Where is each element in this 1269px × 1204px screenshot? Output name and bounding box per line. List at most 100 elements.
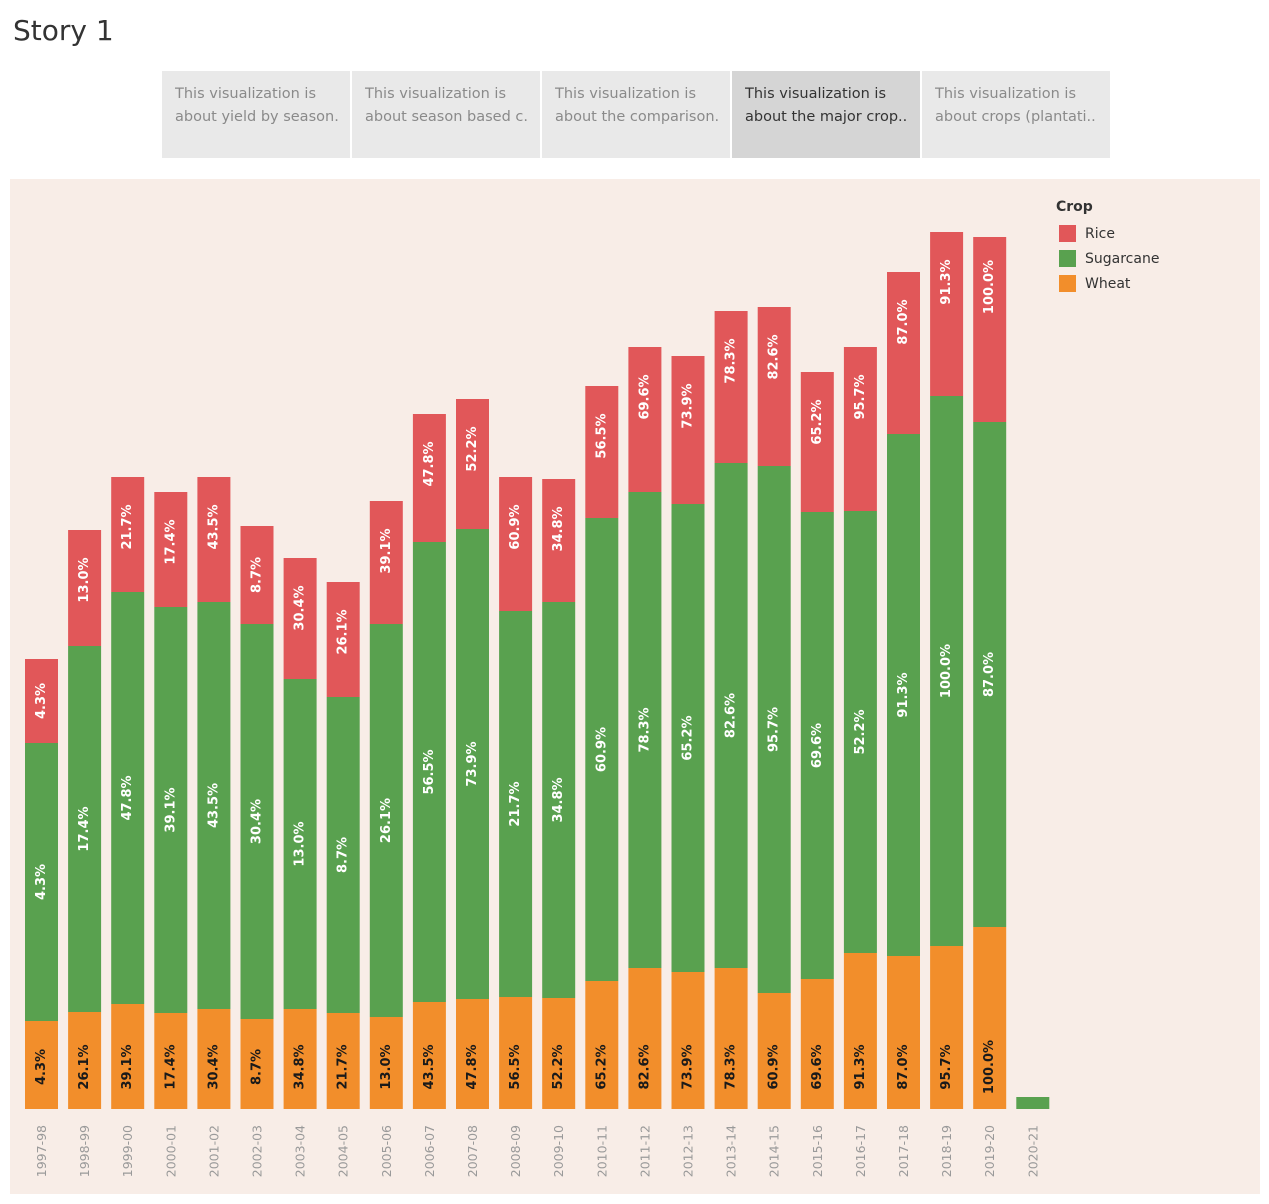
bar-segment-sugarcane-2019-20[interactable] (973, 422, 1007, 927)
bar-segment-rice-2001-02[interactable] (197, 477, 231, 602)
legend-item-wheat[interactable]: Wheat (1056, 271, 1159, 296)
bar-segment-rice-1999-00[interactable] (111, 477, 145, 592)
x-tick-label: 2003-04 (293, 1125, 308, 1177)
story-point-5[interactable]: This visualization is about crops (planta… (922, 71, 1110, 158)
data-label: 30.4% (206, 1044, 221, 1089)
bar-segment-sugarcane-2003-04[interactable] (283, 679, 317, 1009)
legend-item-rice[interactable]: Rice (1056, 221, 1159, 246)
legend-label: Wheat (1085, 275, 1131, 292)
bar-segment-wheat-2009-10[interactable] (542, 998, 576, 1109)
bar-segment-sugarcane-2006-07[interactable] (412, 542, 446, 1002)
bar-segment-sugarcane-2020-21[interactable] (1016, 1097, 1050, 1109)
bar-segment-sugarcane-1999-00[interactable] (111, 592, 145, 1004)
bar-segment-sugarcane-1998-99[interactable] (68, 646, 102, 1012)
data-label: 34.8% (293, 1044, 308, 1089)
x-tick-label: 2020-21 (1025, 1125, 1040, 1177)
bar-segment-wheat-1998-99[interactable] (68, 1012, 102, 1109)
bar-segment-wheat-2008-09[interactable] (499, 997, 533, 1109)
bar-segment-sugarcane-2009-10[interactable] (542, 602, 576, 998)
bar-segment-sugarcane-2007-08[interactable] (456, 529, 489, 999)
x-tick-label: 2014-15 (767, 1125, 782, 1177)
bar-segment-wheat-1999-00[interactable] (111, 1004, 145, 1109)
bar-segment-rice-2003-04[interactable] (283, 558, 317, 679)
bar-segment-wheat-2001-02[interactable] (197, 1009, 231, 1109)
bar-segment-sugarcane-2016-17[interactable] (843, 511, 877, 953)
bar-segment-wheat-1997-98[interactable] (25, 1021, 58, 1109)
bar-segment-wheat-2019-20[interactable] (973, 927, 1007, 1109)
bar-segment-rice-2017-18[interactable] (887, 272, 920, 434)
data-label: 26.1% (379, 798, 394, 843)
bar-segment-sugarcane-2013-14[interactable] (714, 463, 748, 968)
bar-segment-rice-2002-03[interactable] (240, 526, 274, 624)
bar-segment-rice-2006-07[interactable] (412, 414, 446, 542)
bar-segment-wheat-2003-04[interactable] (283, 1009, 317, 1109)
story-point-1[interactable]: This visualization is about yield by seas… (162, 71, 350, 158)
bar-segment-rice-2019-20[interactable] (973, 237, 1007, 422)
bar-segment-rice-2010-11[interactable] (585, 386, 619, 518)
data-label: 39.1% (379, 528, 394, 573)
bar-segment-sugarcane-2008-09[interactable] (499, 611, 533, 997)
data-label: 82.6% (724, 693, 739, 738)
bar-segment-rice-2013-14[interactable] (714, 311, 748, 463)
bar-segment-sugarcane-2004-05[interactable] (326, 697, 360, 1013)
bar-segment-rice-2009-10[interactable] (542, 479, 576, 602)
bar-segment-rice-2008-09[interactable] (499, 477, 533, 611)
legend-item-sugarcane[interactable]: Sugarcane (1056, 246, 1159, 271)
x-tick-label: 1997-98 (34, 1125, 49, 1177)
bar-segment-sugarcane-2000-01[interactable] (154, 607, 188, 1013)
bar-segment-wheat-2004-05[interactable] (326, 1013, 360, 1109)
data-label: 91.3% (896, 672, 911, 717)
bar-segment-rice-2011-12[interactable] (628, 347, 662, 492)
story-point-3[interactable]: This visualization is about the compariso… (542, 71, 730, 158)
x-tick-label: 2010-11 (594, 1125, 609, 1177)
bar-segment-wheat-2010-11[interactable] (585, 981, 619, 1109)
bar-segment-rice-2016-17[interactable] (843, 347, 877, 511)
bar-segment-wheat-2012-13[interactable] (671, 972, 705, 1109)
bar-segment-rice-2005-06[interactable] (369, 501, 403, 624)
bar-segment-wheat-2013-14[interactable] (714, 968, 748, 1109)
bar-segment-rice-2000-01[interactable] (154, 492, 188, 607)
x-tick-label: 2018-19 (939, 1125, 954, 1177)
bar-segment-rice-2018-19[interactable] (930, 232, 964, 396)
bar-segment-wheat-2016-17[interactable] (843, 953, 877, 1109)
bar-segment-sugarcane-1997-98[interactable] (25, 743, 58, 1021)
bar-segment-sugarcane-2011-12[interactable] (628, 492, 662, 968)
bar-segment-sugarcane-2005-06[interactable] (369, 624, 403, 1017)
bar-segment-wheat-2007-08[interactable] (456, 999, 489, 1109)
bar-segment-rice-2004-05[interactable] (326, 582, 360, 697)
bar-segment-sugarcane-2012-13[interactable] (671, 504, 705, 972)
story-point-line2: about the comparison.. (555, 109, 718, 125)
bar-segment-rice-1998-99[interactable] (68, 530, 102, 646)
bar-segment-rice-1997-98[interactable] (25, 659, 58, 743)
bar-segment-wheat-2005-06[interactable] (369, 1017, 403, 1109)
bar-segment-wheat-2006-07[interactable] (412, 1002, 446, 1109)
bar-segment-sugarcane-2015-16[interactable] (800, 512, 834, 979)
data-label: 56.5% (422, 749, 437, 794)
bar-segment-sugarcane-2010-11[interactable] (585, 518, 619, 981)
data-label: 78.3% (724, 1044, 739, 1089)
bar-segment-rice-2007-08[interactable] (456, 399, 489, 529)
bar-segment-wheat-2000-01[interactable] (154, 1013, 188, 1109)
bar-segment-sugarcane-2002-03[interactable] (240, 624, 274, 1019)
story-point-2[interactable]: This visualization is about season based … (352, 71, 540, 158)
bar-segment-rice-2015-16[interactable] (800, 372, 834, 512)
data-label: 8.7% (336, 837, 351, 873)
data-label: 13.0% (379, 1044, 394, 1089)
bar-segment-sugarcane-2014-15[interactable] (757, 466, 791, 993)
bar-segment-wheat-2015-16[interactable] (800, 979, 834, 1109)
bar-segment-sugarcane-2001-02[interactable] (197, 602, 231, 1009)
data-label: 47.8% (465, 1044, 480, 1089)
story-point-4[interactable]: This visualization is about the major cro… (732, 71, 920, 158)
bar-segment-wheat-2002-03[interactable] (240, 1019, 274, 1109)
bar-segment-wheat-2017-18[interactable] (887, 956, 920, 1109)
data-label: 69.6% (810, 723, 825, 768)
data-label: 73.9% (681, 383, 696, 428)
bar-segment-wheat-2011-12[interactable] (628, 968, 662, 1109)
bar-segment-rice-2014-15[interactable] (757, 307, 791, 466)
bar-segment-wheat-2018-19[interactable] (930, 946, 964, 1109)
bar-segment-sugarcane-2017-18[interactable] (887, 434, 920, 956)
bar-segment-rice-2012-13[interactable] (671, 356, 705, 504)
legend[interactable]: Crop Rice Sugarcane Wheat (1056, 199, 1159, 296)
bar-segment-wheat-2014-15[interactable] (757, 993, 791, 1109)
bar-segment-sugarcane-2018-19[interactable] (930, 396, 964, 946)
